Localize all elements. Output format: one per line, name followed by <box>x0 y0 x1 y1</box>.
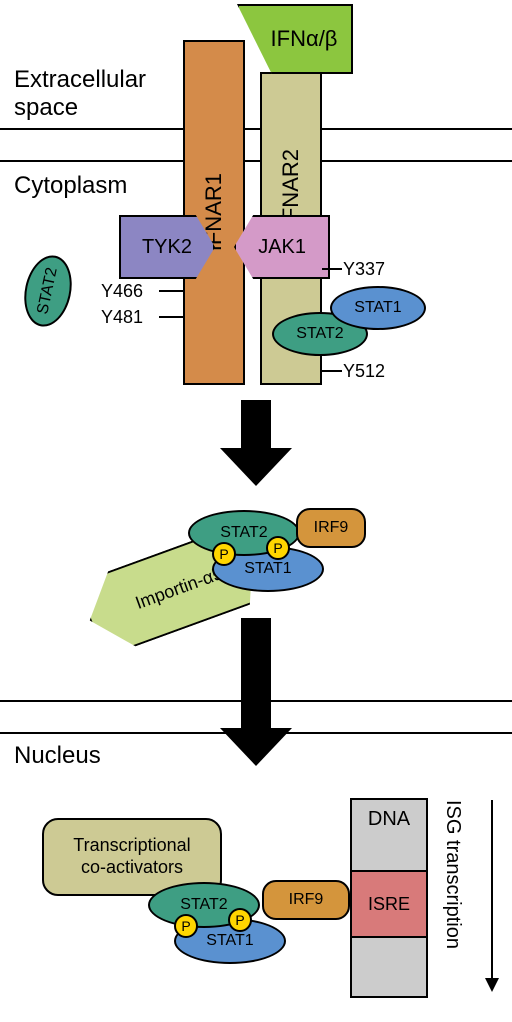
y466: Y466 <box>101 281 143 302</box>
irf9-nuc: IRF9 <box>262 880 350 920</box>
isg-arrow-line <box>491 800 493 980</box>
arrow-1 <box>220 400 292 486</box>
stat1-right-label: STAT1 <box>354 299 401 317</box>
ifn-ligand: IFNα/β <box>237 4 353 74</box>
stat2-mid-label: STAT2 <box>220 524 267 542</box>
isre-box: ISRE <box>350 870 428 938</box>
ifnar1: IFNAR1 <box>183 40 245 385</box>
arrow-2 <box>220 618 292 766</box>
irf9-nuc-label: IRF9 <box>289 890 324 909</box>
y481: Y481 <box>101 307 143 328</box>
ifn-label: IFNα/β <box>271 26 338 52</box>
stat1-right: STAT1 <box>330 286 426 330</box>
jak1: JAK1 <box>234 215 330 279</box>
isre-label: ISRE <box>368 894 410 915</box>
dna-label: DNA <box>368 808 410 831</box>
membrane-line-bot <box>0 160 512 162</box>
stat2-left: STAT2 <box>18 251 78 331</box>
irf9-mid: IRF9 <box>296 508 366 548</box>
y512: Y512 <box>343 361 385 382</box>
tyk2: TYK2 <box>119 215 215 279</box>
stat1-mid-label: STAT1 <box>244 560 291 578</box>
stat2-nuc-label: STAT2 <box>180 896 227 914</box>
phos-nuc-2: P <box>228 908 252 932</box>
y337: Y337 <box>343 259 385 280</box>
phos-nuc-1: P <box>174 914 198 938</box>
stat1-nuc-label: STAT1 <box>206 932 253 950</box>
phos-mid-1: P <box>212 542 236 566</box>
tyk2-label: TYK2 <box>142 236 192 259</box>
y337-tick <box>322 268 342 270</box>
y481-tick <box>159 316 183 318</box>
coactivators-label: Transcriptional co-activators <box>73 835 190 878</box>
stat2-right-label: STAT2 <box>296 325 343 343</box>
y466-tick <box>159 290 183 292</box>
irf9-mid-label: IRF9 <box>314 518 349 537</box>
isg-arrow-head <box>485 978 499 992</box>
signaling-diagram: Extracellular space Cytoplasm Nucleus IF… <box>0 0 512 1022</box>
stat2-left-label: STAT2 <box>34 266 61 316</box>
y512-tick <box>322 370 342 372</box>
membrane-line-top <box>0 128 512 130</box>
label-nucleus: Nucleus <box>14 742 101 770</box>
isg-label: ISG transcription <box>440 800 464 949</box>
jak1-label: JAK1 <box>258 236 306 259</box>
label-extracellular: Extracellular space <box>14 66 146 122</box>
label-cytoplasm: Cytoplasm <box>14 172 127 200</box>
phos-mid-2: P <box>266 536 290 560</box>
